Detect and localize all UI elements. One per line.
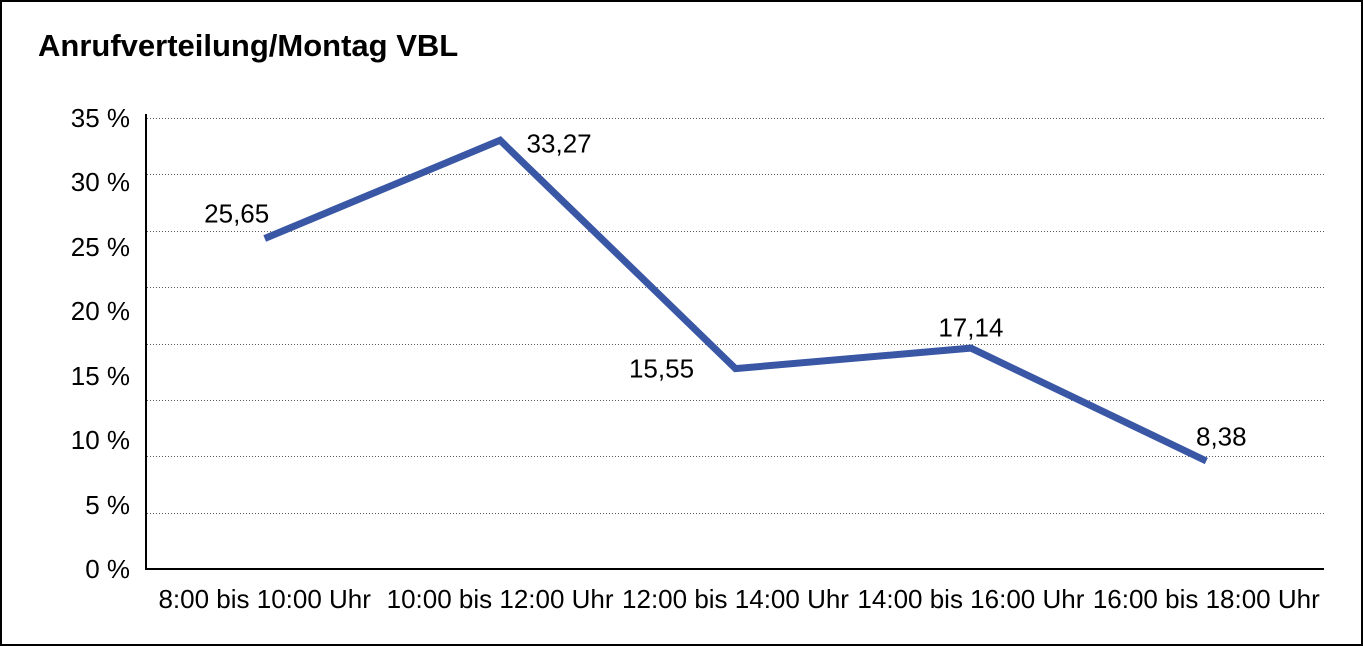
gridline [147,118,1324,119]
x-axis-category-label: 10:00 bis 12:00 Uhr [386,584,614,614]
y-axis-tick-label: 15 % [70,360,130,391]
data-point-label: 33,27 [526,128,592,159]
gridline [147,230,1324,232]
y-axis-tick-label: 10 % [70,425,130,456]
y-axis-tick-label: 20 % [70,296,130,327]
data-point-label: 8,38 [1195,421,1247,452]
x-axis-category-label: 16:00 bis 18:00 Uhr [1092,584,1320,614]
data-point-label: 25,65 [204,198,270,229]
line-series-svg [263,136,1208,465]
y-axis-line [145,114,147,570]
gridline [147,287,1324,289]
gridline [147,399,1324,401]
y-axis-tick-label: 0 % [85,554,130,584]
gridline [147,512,1324,514]
x-axis-category-label: 14:00 bis 16:00 Uhr [857,584,1085,614]
y-axis-tick-label: 5 % [85,489,130,520]
data-point-label: 17,14 [938,312,1004,343]
chart-title: Anrufverteilung/Montag VBL [38,28,459,63]
x-axis-line [145,568,1324,570]
x-axis-category-label: 8:00 bis 10:00 Uhr [158,584,371,614]
y-axis-tick-label: 35 % [70,103,130,133]
x-axis-category-label: 12:00 bis 14:00 Uhr [622,584,849,614]
data-point-label: 15,55 [628,353,695,384]
plot-area [147,118,1324,569]
gridline [147,174,1324,176]
gridline [147,456,1324,458]
y-axis-tick-label: 30 % [70,167,130,198]
y-axis-tick-label: 25 % [70,231,130,262]
data-line [263,136,1208,465]
gridline [147,343,1324,345]
